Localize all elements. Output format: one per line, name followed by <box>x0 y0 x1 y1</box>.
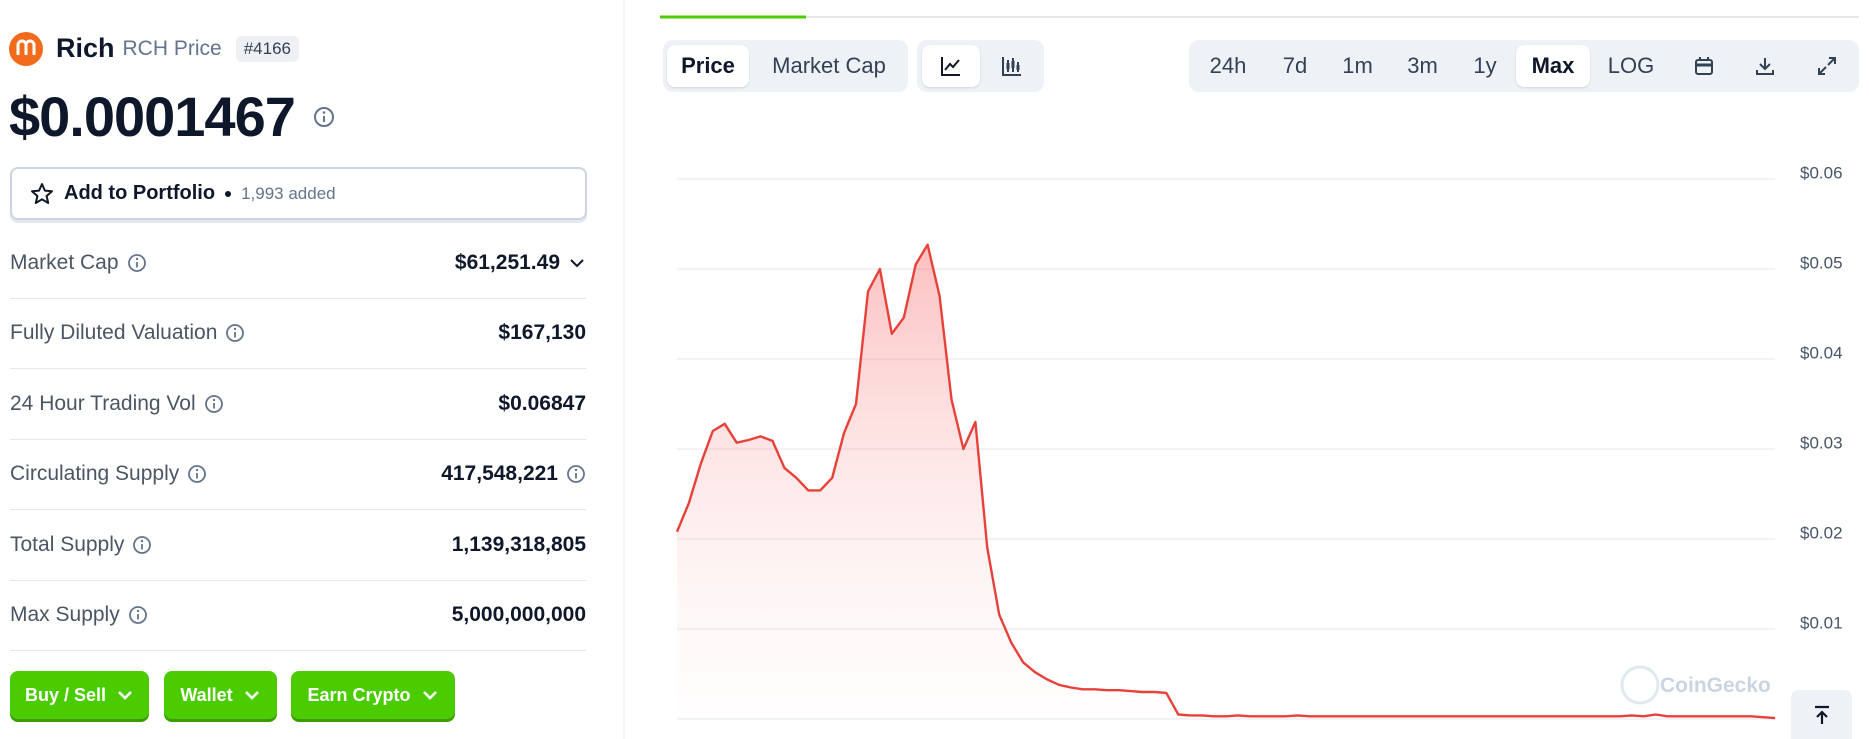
stat-label: 24 Hour Trading Vol <box>10 391 196 415</box>
chevron <box>118 691 132 700</box>
price-block: $0.0001467 <box>9 84 335 149</box>
info-icon[interactable] <box>127 253 147 273</box>
coin-logo <box>9 32 43 66</box>
stat-row: Circulating Supply 417,548,221 <box>10 439 586 511</box>
range-group: 24h 7d 1m 3m 1y Max LOG <box>1189 40 1859 92</box>
y-tick-label: $0.06 <box>1800 163 1843 182</box>
chart-tab-group: Price Market Cap <box>663 40 908 92</box>
candle-chart-button[interactable] <box>983 45 1041 87</box>
stat-value: $61,251.49 <box>454 251 560 274</box>
stat-value: $167,130 <box>498 321 586 345</box>
fullscreen-button[interactable] <box>1799 45 1855 87</box>
coin-name: Rich <box>56 33 115 63</box>
info-icon[interactable] <box>313 106 335 128</box>
area-fill <box>677 244 1775 719</box>
add-to-portfolio[interactable]: Add to Portfolio 1,993 added <box>10 167 587 220</box>
watermark: CoinGecko <box>1620 665 1771 705</box>
stat-value: 1,139,318,805 <box>451 532 586 556</box>
stat-value-wrap: 417,548,221 <box>441 462 586 486</box>
stat-value-wrap: $0.06847 <box>498 392 586 416</box>
stat-value: 5,000,000,000 <box>451 603 586 626</box>
stat-label-wrap: Market Cap <box>10 251 147 275</box>
action-label: Wallet <box>180 684 233 705</box>
stat-label: Fully Diluted Valuation <box>10 321 218 345</box>
chart-style-group <box>917 40 1044 92</box>
y-tick-label: $0.05 <box>1800 253 1843 272</box>
stat-value-wrap: $61,251.49 <box>455 251 586 275</box>
coin-header: Rich RCH Price #4166 <box>56 33 299 64</box>
bullet <box>225 190 232 197</box>
action-button[interactable]: Wallet <box>164 671 277 719</box>
stat-value-wrap: 1,139,318,805 <box>452 533 586 557</box>
y-tick-label: $0.04 <box>1800 343 1843 362</box>
range-button[interactable]: 1m <box>1342 53 1373 78</box>
stat-label-wrap: Total Supply <box>10 533 152 557</box>
stat-label-wrap: Max Supply <box>10 603 148 627</box>
stat-row: Fully Diluted Valuation $167,130 <box>10 298 586 370</box>
info-icon[interactable] <box>132 535 152 555</box>
stat-label-wrap: Circulating Supply <box>10 462 207 486</box>
price: $0.0001467 <box>9 85 296 148</box>
line-chart-button[interactable] <box>922 45 980 87</box>
action-label: Earn Crypto <box>307 684 411 705</box>
info-icon[interactable] <box>187 464 207 484</box>
info-icon[interactable] <box>566 464 586 484</box>
y-tick-label: $0.01 <box>1800 613 1843 632</box>
chevron <box>422 691 437 700</box>
stat-value-wrap: 5,000,000,000 <box>452 603 586 627</box>
chart-tab[interactable]: Market Cap <box>772 53 886 78</box>
action-button[interactable]: Buy / Sell <box>10 671 149 719</box>
stat-label: Max Supply <box>10 603 120 626</box>
stat-value: $0.06847 <box>498 391 586 415</box>
portfolio-count: 1,993 added <box>241 183 336 203</box>
y-tick-label: $0.02 <box>1800 523 1843 542</box>
download-button[interactable] <box>1737 45 1793 87</box>
stat-row: Total Supply 1,139,318,805 <box>10 510 586 581</box>
stat-label-wrap: Fully Diluted Valuation <box>10 321 245 345</box>
info-icon[interactable] <box>225 323 245 343</box>
price-line <box>675 243 1776 720</box>
watermark-text: CoinGecko <box>1660 674 1771 697</box>
y-tick-label: $0.03 <box>1800 433 1843 452</box>
stat-row: 24 Hour Trading Vol $0.06847 <box>10 369 586 440</box>
scroll-top-button[interactable] <box>1791 690 1852 739</box>
stat-label: Circulating Supply <box>10 462 180 486</box>
calendar-button[interactable] <box>1676 45 1732 87</box>
stat-value-wrap: $167,130 <box>498 321 586 345</box>
range-button[interactable]: 1y <box>1473 53 1497 78</box>
stat-label: Market Cap <box>10 251 119 274</box>
info-icon[interactable] <box>128 605 148 625</box>
range-button[interactable]: Max <box>1516 45 1590 87</box>
stat-row: Market Cap $61,251.49 <box>10 228 586 299</box>
chart-tab[interactable]: Price <box>667 45 749 87</box>
portfolio-label: Add to Portfolio <box>64 182 216 204</box>
range-button[interactable]: 3m <box>1407 53 1438 78</box>
rank-badge: #4166 <box>235 35 299 62</box>
star-icon <box>31 182 53 204</box>
stat-row: Max Supply 5,000,000,000 <box>10 580 586 651</box>
info-icon[interactable] <box>204 394 224 414</box>
chevron <box>570 259 584 268</box>
range-button[interactable]: 24h <box>1209 53 1247 78</box>
chevron <box>244 691 259 700</box>
coin-ticker: RCH Price <box>122 36 222 60</box>
range-button[interactable]: LOG <box>1607 53 1655 78</box>
action-button[interactable]: Earn Crypto <box>291 671 455 719</box>
stat-label: Total Supply <box>10 532 125 556</box>
range-button[interactable]: 7d <box>1282 53 1308 78</box>
action-label: Buy / Sell <box>24 684 107 705</box>
stat-value: 417,548,221 <box>441 462 558 486</box>
stat-label-wrap: 24 Hour Trading Vol <box>10 392 224 416</box>
